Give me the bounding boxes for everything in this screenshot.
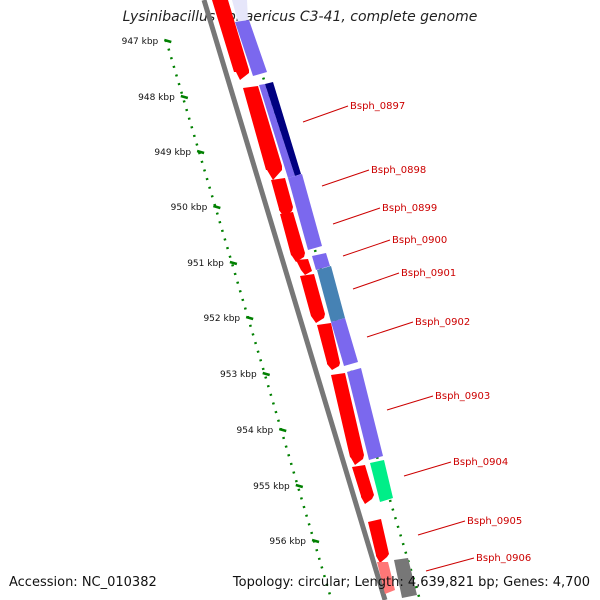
kbp-label: 948 kbp (138, 93, 175, 103)
topology-text: Topology: circular; Length: 4,639,821 bp… (232, 575, 590, 590)
kbp-tick (163, 38, 172, 44)
gene-features (212, 0, 417, 598)
gene-label[interactable]: Bsph_0899 (382, 203, 437, 214)
feature-block[interactable] (235, 20, 267, 76)
kbp-label: 955 kbp (253, 482, 290, 492)
feature-block[interactable] (312, 253, 330, 270)
kbp-label: 952 kbp (203, 314, 240, 324)
gene-leader-line (302, 105, 349, 123)
kbp-label: 949 kbp (154, 148, 191, 158)
cds-arrow[interactable] (352, 465, 374, 504)
outer-tick-track (238, 0, 422, 600)
gene-label[interactable]: Bsph_0906 (476, 553, 531, 564)
feature-block[interactable] (347, 368, 383, 460)
cds-arrow[interactable] (377, 562, 395, 594)
kbp-label: 953 kbp (220, 370, 257, 380)
gene-label[interactable]: Bsph_0902 (415, 317, 470, 328)
cds-arrow[interactable] (331, 373, 364, 465)
genome-backbone (201, 0, 388, 600)
gene-leader-line (386, 395, 434, 411)
kbp-label: 951 kbp (187, 259, 224, 269)
feature-block[interactable] (394, 558, 417, 598)
gene-leader-line (417, 520, 466, 536)
cds-arrow[interactable] (300, 274, 325, 323)
kbp-tick (180, 94, 189, 100)
accession-text: Accession: NC_010382 (9, 575, 157, 590)
gene-leader-line (425, 557, 475, 572)
feature-block[interactable] (265, 82, 301, 176)
kbp-label: 956 kbp (269, 537, 306, 547)
cds-arrow[interactable] (280, 212, 305, 262)
kbp-tick (213, 204, 221, 210)
cds-arrow[interactable] (317, 323, 340, 370)
gene-label[interactable]: Bsph_0903 (435, 391, 490, 402)
feature-block[interactable] (317, 266, 345, 322)
kbp-label: 954 kbp (237, 426, 274, 436)
kbp-tick (245, 315, 254, 321)
kbp-label: 950 kbp (171, 203, 208, 213)
feature-block[interactable] (370, 460, 393, 502)
gene-leader-line (403, 461, 452, 477)
kbp-tick (262, 371, 271, 377)
kbp-tick (278, 427, 287, 433)
gene-label[interactable]: Bsph_0897 (350, 101, 405, 112)
gene-label[interactable]: Bsph_0905 (467, 516, 522, 527)
gene-leader-line (352, 272, 400, 290)
kbp-tick (311, 538, 320, 544)
gene-leader-line (342, 239, 391, 257)
gene-label[interactable]: Bsph_0900 (392, 235, 447, 246)
kbp-ticks: 947 kbp 948 kbp 949 kbp 950 kbp 951 kbp 952 k… (122, 37, 320, 547)
feature-block[interactable] (331, 318, 358, 366)
cds-arrow[interactable] (271, 178, 293, 217)
cds-arrow[interactable] (243, 86, 282, 180)
feature-block[interactable] (288, 174, 322, 250)
gene-label[interactable]: Bsph_0898 (371, 165, 426, 176)
cds-arrow[interactable] (296, 259, 312, 275)
gene-leader-line (321, 169, 370, 187)
kbp-label: 947 kbp (122, 37, 159, 47)
feature-block[interactable] (232, 0, 248, 22)
gene-leader-line (366, 321, 414, 338)
kbp-tick (196, 149, 205, 155)
gene-label[interactable]: Bsph_0904 (453, 457, 508, 468)
cds-arrow[interactable] (212, 0, 249, 80)
feature-block[interactable] (259, 84, 295, 178)
gene-labels: Bsph_0897 Bsph_0898 Bsph_0899 Bsph_0900 Bsph… (302, 101, 531, 572)
gene-leader-line (332, 207, 381, 225)
kbp-tick (229, 260, 238, 266)
kbp-tick (295, 483, 304, 489)
cds-arrow[interactable] (368, 519, 389, 563)
gene-label[interactable]: Bsph_0901 (401, 268, 456, 279)
